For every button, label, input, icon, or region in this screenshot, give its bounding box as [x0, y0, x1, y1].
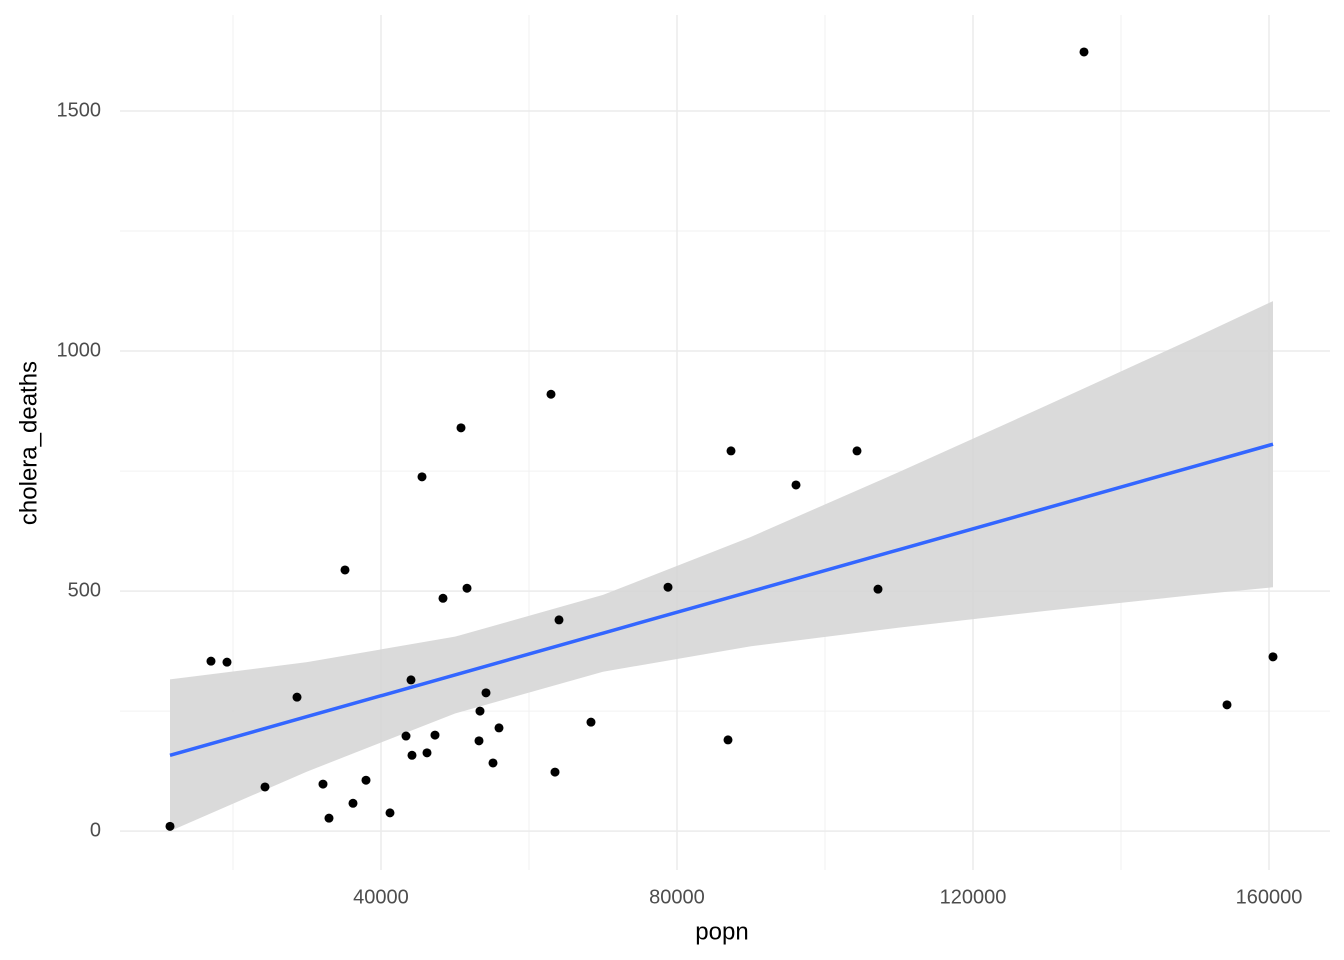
point [546, 389, 556, 399]
point [407, 750, 417, 760]
point [723, 735, 733, 745]
point [206, 656, 216, 666]
point [406, 675, 416, 685]
point [165, 821, 175, 831]
point [475, 706, 485, 716]
confidence-ribbon [169, 301, 1274, 832]
point [385, 808, 395, 818]
point [260, 782, 270, 792]
point [1222, 700, 1232, 710]
x-tick-label: 120000 [940, 886, 1007, 908]
point [462, 583, 472, 593]
x-tick-label: 80000 [649, 886, 705, 908]
point [222, 657, 232, 667]
x-tick-label: 40000 [353, 886, 409, 908]
point [417, 472, 427, 482]
point [318, 779, 328, 789]
point [852, 446, 862, 456]
point [488, 758, 498, 768]
point [292, 692, 302, 702]
point [422, 748, 432, 758]
point [348, 798, 358, 808]
point [401, 731, 411, 741]
point [456, 423, 466, 433]
y-tick-label: 0 [90, 819, 101, 841]
x-axis-title: popn [695, 918, 748, 945]
point [361, 775, 371, 785]
y-tick-label: 500 [68, 579, 101, 601]
point [554, 615, 564, 625]
point [586, 717, 596, 727]
point [494, 723, 504, 733]
point [474, 736, 484, 746]
point [726, 446, 736, 456]
y-axis-title: cholera_deaths [15, 361, 42, 525]
point [340, 565, 350, 575]
point [1079, 47, 1089, 57]
fit-line [169, 442, 1274, 757]
point [550, 767, 560, 777]
point [481, 688, 491, 698]
y-tick-label: 1000 [57, 339, 102, 361]
point [873, 584, 883, 594]
point [438, 593, 448, 603]
point [663, 582, 673, 592]
point [324, 813, 334, 823]
x-tick-label: 160000 [1236, 886, 1303, 908]
point [791, 480, 801, 490]
point [430, 730, 440, 740]
y-tick-label: 1500 [57, 99, 102, 121]
point [1268, 652, 1278, 662]
